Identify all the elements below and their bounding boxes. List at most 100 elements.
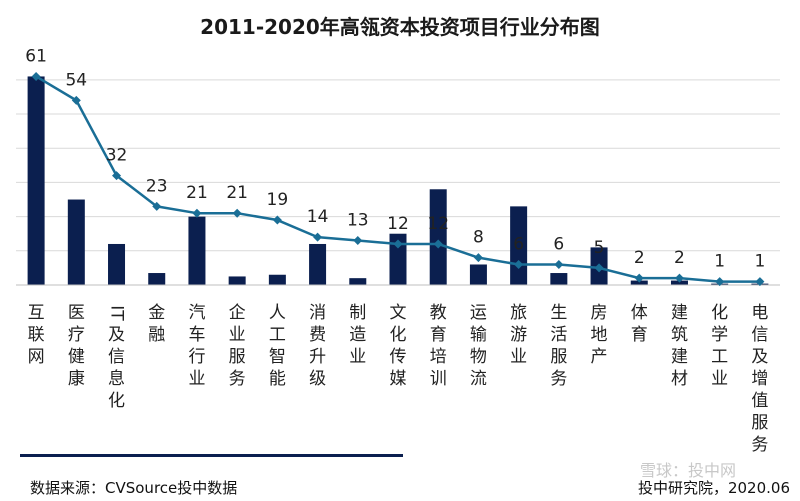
line-point [393,239,403,249]
line-point [594,263,604,273]
data-label: 32 [106,146,128,166]
line-series [31,71,765,287]
line-point [232,208,242,218]
line-point [71,95,81,105]
line-point [353,236,363,246]
bar [670,280,688,285]
bar [228,276,246,285]
data-label: 19 [267,190,289,210]
category-label-part: 化 [390,325,407,345]
gridlines [16,79,780,252]
category-labels: 互联网医疗健康IT及信息化金融汽车行业企业服务人工智能消费升级制造业文化传媒教育… [28,303,769,455]
data-label: 23 [146,176,168,196]
data-label: 13 [347,211,369,231]
line-point [152,201,162,211]
line-point [674,273,684,283]
category-label-part: 服 [751,413,768,433]
category-label-part: 务 [229,369,246,389]
bar [67,199,85,285]
category-label-part: 车 [188,325,205,345]
category-label-part: 业 [229,325,246,345]
category-label-part: 息 [108,369,125,389]
category-label-part: 流 [470,369,487,389]
category-label: 互联网 [28,303,45,367]
line-point [634,273,644,283]
category-label-part: 级 [309,369,326,389]
bar [108,243,126,285]
data-label: 21 [226,183,248,203]
category-label-part: 传 [390,347,407,367]
footer-rule [20,454,403,457]
bar [148,273,166,285]
category-label-part: 输 [470,325,487,345]
category-label-part: 学 [711,325,728,345]
category-label-part: 培 [430,347,447,367]
category-label-part: 旅 [510,303,527,323]
category-label-part: 汽 [188,303,205,323]
category-label-part: 工 [711,347,728,367]
category-label-part: 建 [671,303,688,323]
category-label-part: 医 [68,303,85,323]
category-label-part: 产 [591,347,608,367]
category-label-part: 增 [751,369,768,389]
category-label: 金融 [148,303,165,345]
bar [268,274,286,285]
category-label-part: 企 [229,303,246,323]
line-point [272,215,282,225]
category-label-part: 费 [309,325,326,345]
line-point [313,232,323,242]
category-label-part: 及 [108,325,125,345]
bar [550,273,568,285]
bar [27,76,45,285]
category-label-part: 地 [591,325,608,345]
data-label: 2 [674,248,685,268]
bar [469,264,487,285]
bar [429,189,447,285]
bar-series [27,76,769,285]
category-label-part: 及 [751,347,768,367]
category-label-part: 物 [470,347,487,367]
line-point [31,71,41,81]
category-label-part: 房 [591,303,608,323]
data-label: 6 [513,234,524,254]
category-label-part: 育 [430,325,447,345]
category-label-part: 行 [188,347,205,367]
category-label-part: 化 [711,303,728,323]
category-label-part: 互 [28,303,45,323]
category-label-part: 升 [309,347,326,367]
category-label-part: 工 [269,325,286,345]
category-label-part: 生 [550,303,567,323]
data-label: 61 [25,46,47,66]
data-label: 1 [714,252,725,272]
category-label-part: 消 [309,303,326,323]
line-point [112,171,122,181]
category-label-part: 造 [349,325,366,345]
data-label: 2 [634,248,645,268]
credit-note: 投中研究院，2020.06 [638,479,790,497]
data-label: 12 [427,214,449,234]
category-label: 制造业 [349,303,366,367]
data-label: 12 [387,214,409,234]
line-point [192,208,202,218]
category-label: 房地产 [591,303,608,367]
category-label-part: 业 [349,347,366,367]
data-label: 8 [473,228,484,248]
category-label-part: 能 [269,369,286,389]
category-label-part: 制 [349,303,366,323]
data-label: 6 [553,234,564,254]
watermark: 雪球：投中网 [640,461,736,480]
category-label-part: 化 [108,391,125,411]
category-label-part: 健 [68,347,85,367]
bar [349,278,367,285]
category-label-part: 融 [148,325,165,345]
